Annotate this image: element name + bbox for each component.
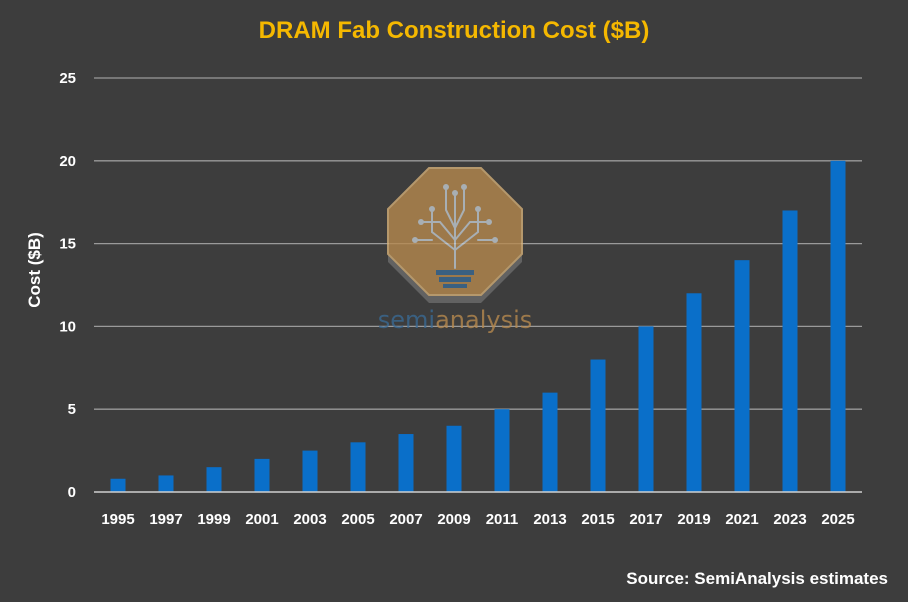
y-tick-label: 20: [59, 153, 76, 170]
x-tick-label: 2003: [293, 511, 326, 528]
x-tick-label: 1997: [149, 511, 182, 528]
chart-title: DRAM Fab Construction Cost ($B): [259, 17, 650, 44]
bar-2009: [446, 425, 462, 492]
bar-2023: [782, 210, 798, 493]
x-tick-label: 2009: [437, 511, 470, 528]
bar-1999: [206, 467, 222, 492]
x-tick-label: 2013: [533, 511, 566, 528]
bar-2001: [254, 458, 270, 492]
x-tick-label: 2019: [677, 511, 710, 528]
x-tick-label: 2023: [773, 511, 806, 528]
bar-2003: [302, 450, 318, 492]
watermark-text: semianalysis: [378, 306, 533, 334]
bar-1997: [158, 475, 174, 492]
bar-2025: [830, 160, 846, 493]
source-note: Source: SemiAnalysis estimates: [626, 569, 888, 588]
bar-2005: [350, 442, 366, 492]
x-tick-label: 2017: [629, 511, 662, 528]
y-tick-label: 25: [59, 70, 76, 87]
bars: [110, 160, 846, 493]
bar-2017: [638, 326, 654, 492]
bar-1995: [110, 478, 126, 492]
y-axis-tick-labels: 0 5 10 15 20 25: [59, 70, 76, 501]
y-tick-label: 15: [59, 236, 76, 253]
bar-2015: [590, 359, 606, 492]
x-tick-label: 2007: [389, 511, 422, 528]
x-tick-label: 1999: [197, 511, 230, 528]
x-tick-label: 2021: [725, 511, 758, 528]
x-tick-label: 1995: [101, 511, 134, 528]
x-axis-tick-labels: 1995 1997 1999 2001 2003 2005 2007 2009 2011 2013…: [101, 511, 854, 528]
bar-2013: [542, 392, 558, 492]
x-tick-label: 2015: [581, 511, 614, 528]
bar-2011: [494, 409, 510, 492]
circuit-tree-lightbulb-icon: [387, 167, 523, 303]
bar-2019: [686, 293, 702, 492]
y-tick-label: 10: [59, 318, 76, 335]
bar-2021: [734, 260, 750, 492]
x-tick-label: 2011: [486, 511, 519, 528]
y-tick-label: 5: [68, 401, 76, 418]
y-axis-title: Cost ($B): [25, 232, 44, 308]
x-tick-label: 2025: [821, 511, 854, 528]
x-tick-label: 2005: [341, 511, 374, 528]
watermark-logo: semianalysis: [378, 167, 533, 334]
bar-2007: [398, 434, 414, 492]
x-tick-label: 2001: [245, 511, 278, 528]
y-tick-label: 0: [68, 484, 76, 501]
